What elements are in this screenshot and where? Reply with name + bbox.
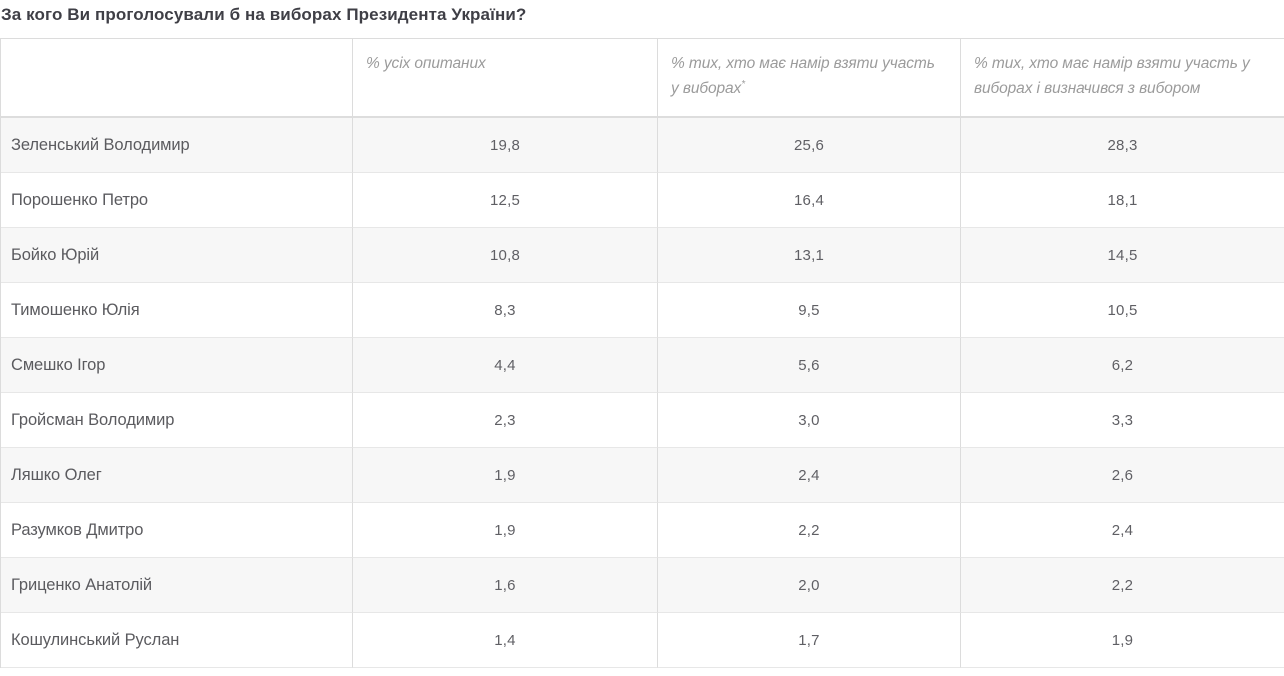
table-row: Ляшко Олег 1,9 2,4 2,6	[1, 448, 1284, 503]
pct-all: 4,4	[353, 338, 658, 393]
pct-decided: 2,2	[961, 558, 1284, 613]
table-row: Гриценко Анатолій 1,6 2,0 2,2	[1, 558, 1284, 613]
pct-decided: 18,1	[961, 173, 1284, 228]
pct-intend: 16,4	[658, 173, 961, 228]
candidate-name: Кошулинський Руслан	[1, 613, 353, 668]
pct-intend: 2,2	[658, 503, 961, 558]
pct-decided: 14,5	[961, 228, 1284, 283]
table-row: Зеленський Володимир 19,8 25,6 28,3	[1, 118, 1284, 173]
table-row: Порошенко Петро 12,5 16,4 18,1	[1, 173, 1284, 228]
pct-intend: 2,4	[658, 448, 961, 503]
pct-all: 8,3	[353, 283, 658, 338]
header-candidate-empty	[1, 39, 353, 118]
pct-all: 1,4	[353, 613, 658, 668]
pct-decided: 2,4	[961, 503, 1284, 558]
pct-all: 1,9	[353, 503, 658, 558]
table-row: Тимошенко Юлія 8,3 9,5 10,5	[1, 283, 1284, 338]
pct-all: 12,5	[353, 173, 658, 228]
pct-intend: 25,6	[658, 118, 961, 173]
pct-intend: 1,7	[658, 613, 961, 668]
poll-results-section: За кого Ви проголосували б на виборах Пр…	[0, 5, 1284, 668]
pct-all: 19,8	[353, 118, 658, 173]
header-intend-to-vote: % тих, хто має намір взяти участь у вибо…	[658, 39, 961, 118]
candidate-name: Ляшко Олег	[1, 448, 353, 503]
table-row: Бойко Юрій 10,8 13,1 14,5	[1, 228, 1284, 283]
pct-decided: 28,3	[961, 118, 1284, 173]
pct-decided: 3,3	[961, 393, 1284, 448]
pct-all: 2,3	[353, 393, 658, 448]
header-all-respondents: % усіх опитаних	[353, 39, 658, 118]
pct-decided: 1,9	[961, 613, 1284, 668]
table-row: Смешко Ігор 4,4 5,6 6,2	[1, 338, 1284, 393]
header-decided-voters: % тих, хто має намір взяти участь у вибо…	[961, 39, 1284, 118]
pct-all: 10,8	[353, 228, 658, 283]
pct-intend: 2,0	[658, 558, 961, 613]
pct-decided: 10,5	[961, 283, 1284, 338]
candidate-name: Зеленський Володимир	[1, 118, 353, 173]
candidate-name: Бойко Юрій	[1, 228, 353, 283]
table-row: Гройсман Володимир 2,3 3,0 3,3	[1, 393, 1284, 448]
candidate-name: Гриценко Анатолій	[1, 558, 353, 613]
pct-intend: 5,6	[658, 338, 961, 393]
pct-intend: 9,5	[658, 283, 961, 338]
candidate-name: Разумков Дмитро	[1, 503, 353, 558]
table-row: Кошулинський Руслан 1,4 1,7 1,9	[1, 613, 1284, 668]
poll-results-table: % усіх опитаних % тих, хто має намір взя…	[0, 38, 1284, 668]
header-row: % усіх опитаних % тих, хто має намір взя…	[1, 39, 1284, 118]
pct-all: 1,9	[353, 448, 658, 503]
page-title: За кого Ви проголосували б на виборах Пр…	[1, 5, 527, 24]
pct-intend: 3,0	[658, 393, 961, 448]
footnote-asterisk: *	[741, 78, 745, 90]
pct-all: 1,6	[353, 558, 658, 613]
candidate-name: Тимошенко Юлія	[1, 283, 353, 338]
pct-intend: 13,1	[658, 228, 961, 283]
header-intend-to-vote-label: % тих, хто має намір взяти участь у вибо…	[671, 55, 935, 97]
table-row: Разумков Дмитро 1,9 2,2 2,4	[1, 503, 1284, 558]
candidate-name: Гройсман Володимир	[1, 393, 353, 448]
pct-decided: 2,6	[961, 448, 1284, 503]
candidate-name: Смешко Ігор	[1, 338, 353, 393]
pct-decided: 6,2	[961, 338, 1284, 393]
candidate-name: Порошенко Петро	[1, 173, 353, 228]
